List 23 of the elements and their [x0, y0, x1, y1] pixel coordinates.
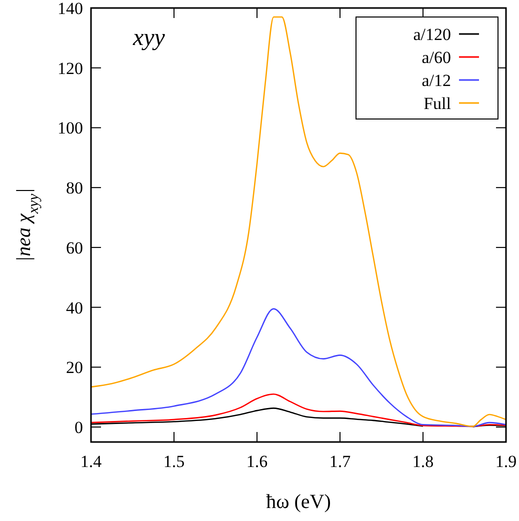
legend-label: a/120	[413, 25, 451, 44]
x-tick-label: 1.6	[246, 452, 268, 471]
legend-label: a/60	[422, 48, 451, 67]
y-tick-label: 60	[66, 238, 83, 258]
x-tick-label: 1.7	[329, 452, 352, 471]
line-series	[91, 393, 506, 428]
y-tick-label: 40	[66, 298, 83, 318]
y-tick-label: 120	[58, 58, 83, 78]
x-tick-label: 1.8	[412, 452, 434, 471]
x-axis-title: ħω (eV)	[266, 491, 331, 513]
y-tick-label: 100	[58, 118, 83, 138]
x-tick-label: 1.5	[163, 452, 185, 471]
y-tick-label: 140	[58, 0, 83, 18]
y-tick-label: 80	[66, 178, 83, 198]
annotation: xyy	[132, 25, 166, 51]
x-tick-label: 1.9	[495, 452, 517, 471]
legend-label: a/12	[422, 71, 451, 90]
line-series	[91, 16, 506, 428]
y-tick-label: 20	[66, 358, 83, 378]
line-series	[91, 308, 506, 428]
y-tick-label: 0	[74, 418, 83, 438]
legend-label: Full	[424, 94, 452, 113]
x-tick-label: 1.4	[80, 452, 102, 471]
